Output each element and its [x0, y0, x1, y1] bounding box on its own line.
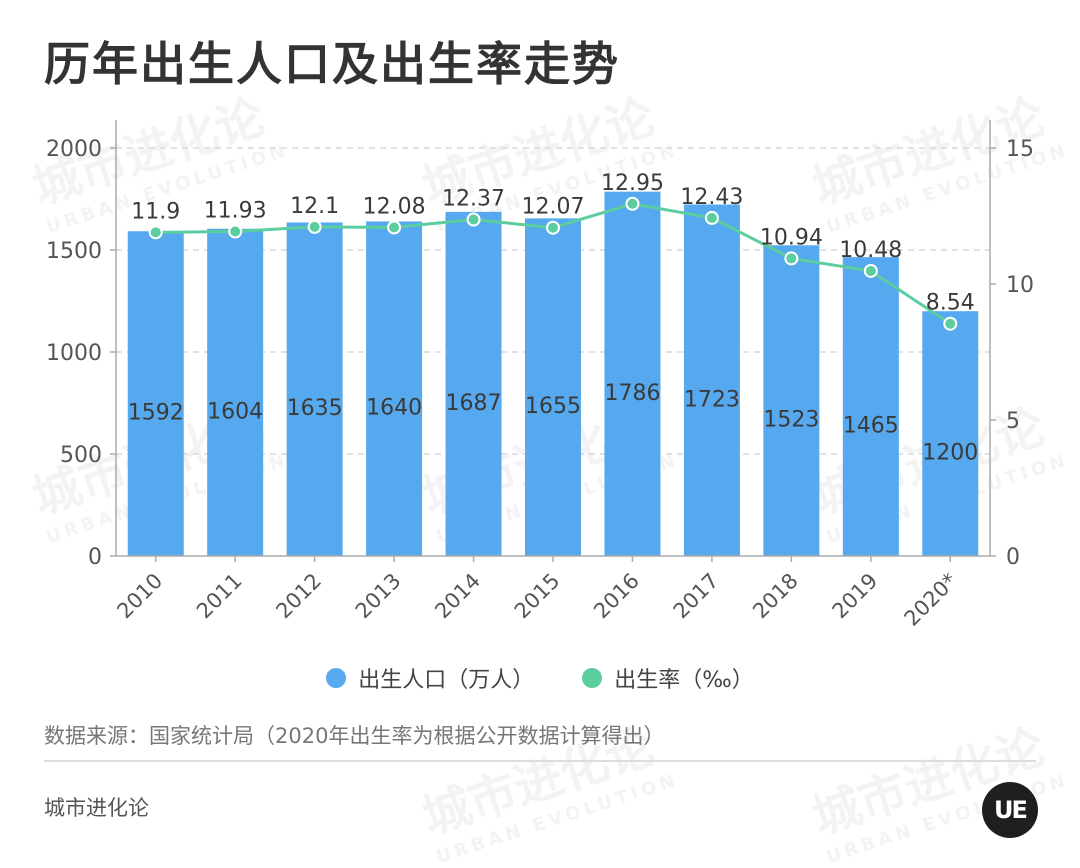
y-tick-label-right: 15 — [1006, 137, 1034, 162]
bar — [604, 191, 661, 556]
rate-value-label: 11.9 — [131, 199, 180, 224]
x-tick-label: 2015 — [510, 569, 565, 624]
bar-value-label: 1640 — [366, 396, 422, 421]
rate-value-label: 11.93 — [204, 199, 267, 224]
rate-value-label: 12.1 — [290, 194, 339, 219]
bar — [763, 245, 820, 557]
legend-label-rate: 出生率（‰） — [614, 668, 754, 693]
rate-value-label: 12.07 — [522, 195, 585, 220]
rate-point — [863, 263, 878, 278]
rate-point — [546, 220, 560, 235]
y-tick-label-right: 10 — [1006, 273, 1034, 298]
bar-value-label: 1465 — [843, 414, 899, 439]
rate-value-label: 12.95 — [601, 171, 664, 196]
rate-point — [466, 212, 481, 227]
chart-legend: 出生人口（万人） 出生率（‰） — [0, 662, 1080, 694]
brand-name: 城市进化论 — [44, 796, 149, 820]
bar-value-label: 1687 — [446, 391, 502, 416]
x-tick-label: 2016 — [589, 569, 644, 624]
chart-title: 历年出生人口及出生率走势 — [44, 37, 620, 91]
bar — [683, 204, 740, 556]
bar — [525, 218, 581, 556]
y-tick-label-left: 2000 — [46, 137, 102, 162]
brand-logo: UE — [982, 782, 1038, 838]
bar — [445, 211, 502, 557]
legend-item-population: 出生人口（万人） — [326, 662, 534, 694]
bar — [842, 257, 899, 556]
rate-value-label: 10.94 — [760, 225, 823, 250]
x-tick-label: 2010 — [112, 569, 167, 624]
bar-value-label: 1523 — [763, 408, 819, 433]
y-tick-label-left: 0 — [88, 545, 102, 570]
rate-value-label: 10.48 — [839, 238, 902, 263]
x-tick-label: 2018 — [748, 569, 803, 624]
rate-point — [625, 196, 640, 211]
bar-value-label: 1723 — [684, 387, 740, 412]
x-tick-label: 2012 — [271, 569, 326, 624]
bar — [127, 231, 184, 556]
y-tick-label-left: 1000 — [46, 341, 102, 366]
bar-value-label: 1200 — [922, 441, 978, 466]
x-tick-label: 2020* — [900, 569, 962, 631]
rate-point — [704, 210, 719, 225]
bar-value-label: 1604 — [207, 399, 263, 424]
bar-value-label: 1655 — [525, 394, 581, 419]
x-tick-label: 2013 — [351, 569, 406, 624]
rate-point — [228, 224, 243, 239]
rate-point — [307, 219, 322, 234]
bar — [366, 221, 423, 556]
y-tick-label-right: 5 — [1006, 409, 1020, 434]
y-tick-label-right: 0 — [1006, 545, 1020, 570]
bar — [922, 311, 979, 556]
rate-point — [784, 251, 799, 266]
divider — [44, 760, 1036, 762]
rate-value-label: 12.37 — [442, 187, 505, 212]
legend-label-population: 出生人口（万人） — [358, 668, 535, 693]
rate-point — [943, 316, 958, 331]
bar — [286, 222, 343, 556]
source-note: 数据来源：国家统计局（2020年出生率为根据公开数据计算得出） — [44, 724, 665, 748]
x-tick-label: 2017 — [669, 569, 724, 624]
x-tick-label: 2014 — [430, 569, 485, 624]
y-tick-label-left: 500 — [60, 443, 102, 468]
x-tick-label: 2011 — [192, 569, 247, 624]
bar-value-label: 1786 — [604, 381, 660, 406]
legend-item-rate: 出生率（‰） — [582, 662, 754, 694]
y-tick-label-left: 1500 — [46, 239, 102, 264]
bar-value-label: 1635 — [287, 396, 343, 421]
combo-chart: 0 500 1000 1500 2000 0 5 10 15 2010 2011 2012 2013 20… — [46, 120, 1034, 631]
rate-value-label: 12.08 — [363, 194, 426, 219]
rate-point — [387, 220, 402, 235]
rate-value-label: 8.54 — [926, 291, 975, 316]
rate-point — [148, 225, 163, 240]
legend-swatch-bar — [326, 668, 347, 688]
rate-value-label: 12.43 — [680, 185, 743, 210]
legend-swatch-line — [582, 668, 603, 688]
bar — [207, 228, 264, 556]
x-tick-label: 2019 — [828, 569, 883, 624]
bar-value-label: 1592 — [128, 401, 184, 426]
